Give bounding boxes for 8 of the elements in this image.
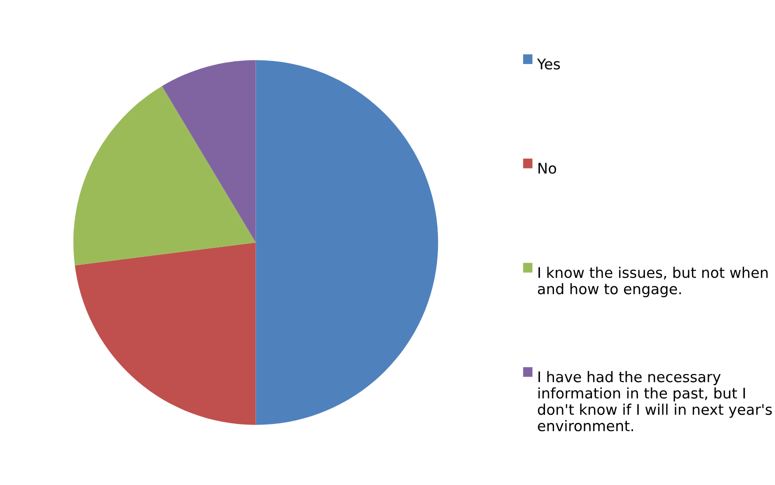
legend-label: I have had the necessary information in the past, but I don't know if I will in next year's environment. [538,371,772,432]
legend-label: Yes [537,58,560,70]
legend-label: I know the issues, but not when and how to engage. [538,266,768,298]
pie-slice [162,60,256,242]
legend-label: No [538,162,556,174]
pie-slice [73,86,256,266]
pie-slice [74,242,256,425]
pie-slice [256,60,438,425]
